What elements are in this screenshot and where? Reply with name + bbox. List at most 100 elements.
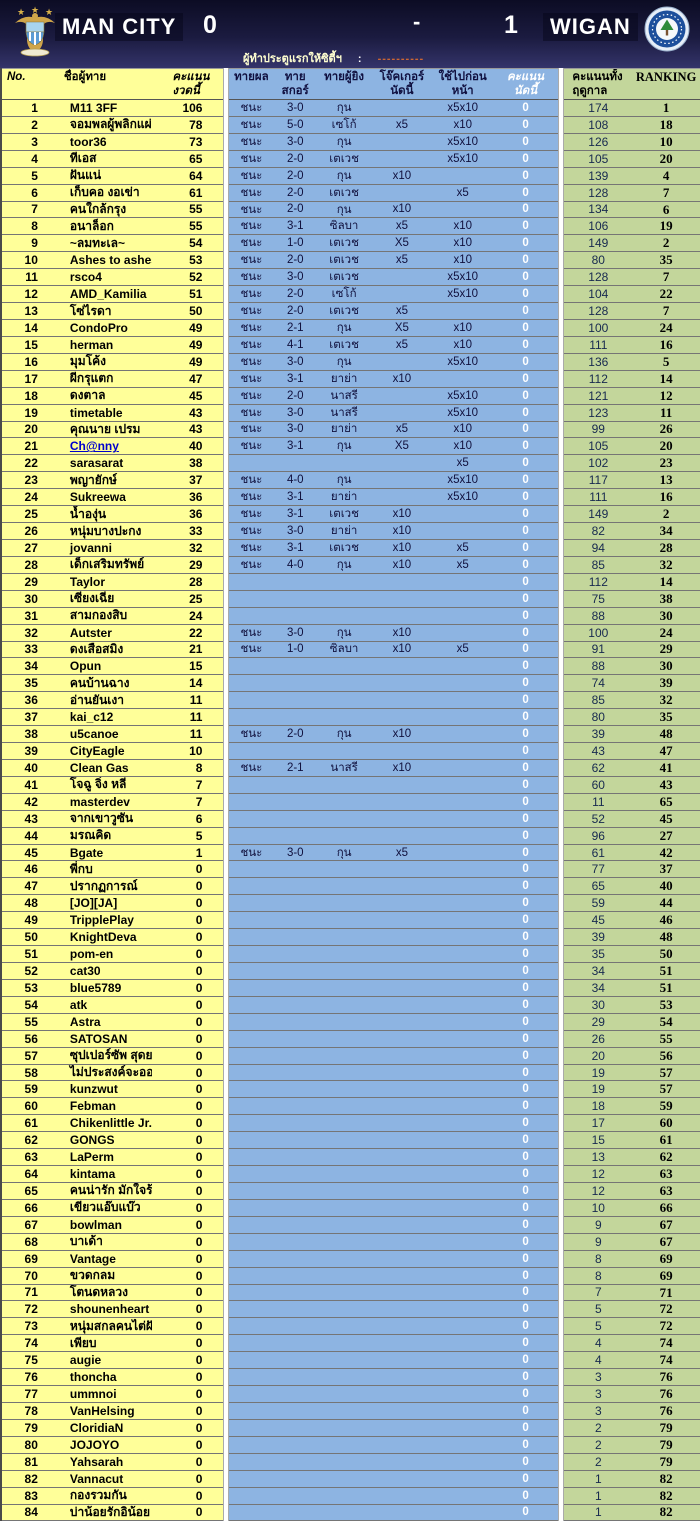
table-row: 25 น้ำองุ่น 36 ชนะ 3-1 เตเวช x10 0 149 2 xyxy=(0,506,700,524)
column-gap xyxy=(223,810,230,828)
points-this-round: 36 xyxy=(151,489,224,507)
svg-text:★: ★ xyxy=(45,7,53,17)
predicted-scorer xyxy=(317,793,372,811)
ranking: 72 xyxy=(632,1318,700,1336)
joker-this-match xyxy=(371,709,433,727)
predicted-score xyxy=(273,1386,318,1403)
predicted-score: 2-0 xyxy=(273,387,318,405)
points-this-match: 0 xyxy=(492,353,559,371)
column-gap xyxy=(223,1250,230,1268)
ranking: 16 xyxy=(632,336,700,354)
player-name: blue5789 xyxy=(49,979,152,997)
column-gap xyxy=(558,895,565,913)
predicted-score xyxy=(273,1504,318,1522)
column-gap xyxy=(223,116,230,134)
joker-this-match xyxy=(371,793,433,811)
column-gap xyxy=(223,641,230,659)
predicted-score: 3-1 xyxy=(273,438,318,456)
predicted-scorer xyxy=(317,607,372,625)
row-number: 84 xyxy=(2,1504,50,1522)
predicted-score: 2-0 xyxy=(273,286,318,304)
table-row: 26 หนุ่มบางปะกง 33 ชนะ 3-0 ยาย่า x10 0 8… xyxy=(0,523,700,540)
ranking: 42 xyxy=(632,844,700,862)
joker-used-before xyxy=(432,1098,493,1116)
points-this-match: 0 xyxy=(492,1081,559,1099)
ranking: 26 xyxy=(632,421,700,439)
joker-this-match xyxy=(371,353,433,371)
predicted-score: 3-1 xyxy=(273,489,318,507)
season-total: 60 xyxy=(564,776,633,794)
column-gap xyxy=(558,1284,565,1302)
season-total: 1 xyxy=(564,1504,633,1522)
joker-used-before xyxy=(432,1149,493,1167)
season-total: 3 xyxy=(564,1386,633,1403)
table-row: 83 กองรวมกัน 0 0 1 82 xyxy=(0,1487,700,1505)
predicted-scorer xyxy=(317,1098,372,1116)
season-total: 82 xyxy=(564,523,633,540)
predicted-result: ชนะ xyxy=(229,184,274,202)
predicted-scorer: กุน xyxy=(317,472,372,490)
joker-used-before: x5x10 xyxy=(432,353,493,371)
joker-this-match: X5 xyxy=(371,235,433,253)
joker-used-before xyxy=(432,1250,493,1268)
points-this-match: 0 xyxy=(492,1284,559,1302)
row-number: 46 xyxy=(2,861,50,879)
points-this-match: 0 xyxy=(492,235,559,253)
predicted-scorer xyxy=(317,979,372,997)
joker-this-match xyxy=(371,963,433,980)
predicted-score xyxy=(273,878,318,896)
column-gap xyxy=(558,1064,565,1082)
row-number: 16 xyxy=(2,353,50,371)
season-total: 3 xyxy=(564,1402,633,1420)
points-this-match: 0 xyxy=(492,404,559,422)
away-team-name: WIGAN xyxy=(543,13,638,41)
points-this-match: 0 xyxy=(492,1318,559,1336)
predicted-scorer xyxy=(317,658,372,676)
predicted-scorer xyxy=(317,573,372,591)
column-gap xyxy=(223,1369,230,1387)
points-this-match: 0 xyxy=(492,319,559,337)
joker-this-match xyxy=(371,150,433,168)
predicted-result xyxy=(229,455,274,473)
joker-used-before xyxy=(432,523,493,540)
predicted-score xyxy=(273,1267,318,1285)
predicted-result xyxy=(229,1419,274,1437)
header-predicted-score: ทาย สกอร์ xyxy=(273,68,318,100)
predicted-result: ชนะ xyxy=(229,370,274,388)
svg-text:★: ★ xyxy=(17,7,25,17)
joker-this-match xyxy=(371,1013,433,1031)
predicted-result: ชนะ xyxy=(229,286,274,304)
points-this-match: 0 xyxy=(492,946,559,964)
header-ranking: RANKING xyxy=(632,68,700,100)
points-this-round: 14 xyxy=(151,675,224,693)
row-number: 5 xyxy=(2,167,50,185)
points-this-round: 0 xyxy=(151,1386,224,1403)
ranking: 4 xyxy=(632,167,700,185)
season-total: 65 xyxy=(564,878,633,896)
points-this-round: 0 xyxy=(151,1115,224,1133)
points-this-match: 0 xyxy=(492,895,559,913)
predicted-scorer: เตเวช xyxy=(317,303,372,320)
column-gap xyxy=(223,489,230,507)
player-name-link[interactable]: Ch@nny xyxy=(49,438,152,456)
season-total: 112 xyxy=(564,573,633,591)
points-this-match: 0 xyxy=(492,421,559,439)
ranking: 69 xyxy=(632,1250,700,1268)
row-number: 52 xyxy=(2,963,50,980)
predicted-scorer: กุน xyxy=(317,844,372,862)
season-total: 2 xyxy=(564,1453,633,1471)
predicted-result xyxy=(229,1301,274,1319)
column-gap xyxy=(558,252,565,270)
column-gap xyxy=(558,1166,565,1183)
points-this-round: 0 xyxy=(151,1318,224,1336)
joker-this-match: x5 xyxy=(371,421,433,439)
season-total: 94 xyxy=(564,539,633,557)
season-total: 117 xyxy=(564,472,633,490)
predicted-scorer: กุน xyxy=(317,726,372,744)
points-this-round: 0 xyxy=(151,963,224,980)
column-gap xyxy=(558,506,565,524)
joker-this-match xyxy=(371,100,433,117)
season-total: 8 xyxy=(564,1267,633,1285)
points-this-match: 0 xyxy=(492,218,559,236)
ranking: 82 xyxy=(632,1487,700,1505)
